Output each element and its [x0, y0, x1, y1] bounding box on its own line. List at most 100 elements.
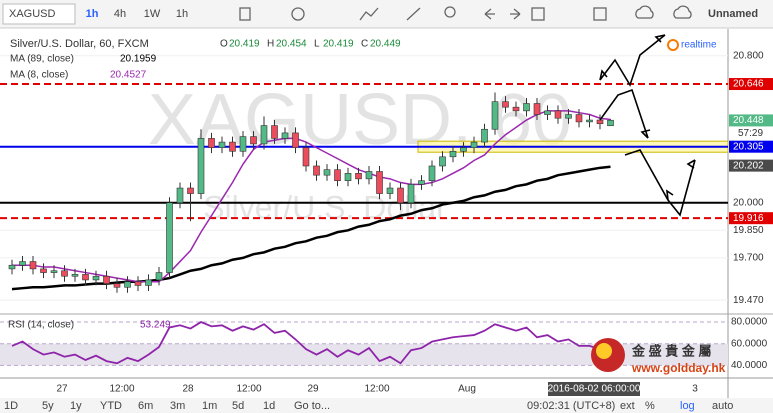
range-button[interactable]: 3m: [170, 400, 185, 412]
legend-ohlc-key: L: [314, 39, 320, 50]
x-tick-label: 12:00: [109, 384, 134, 395]
drawn-arrows: [599, 34, 696, 217]
range-button[interactable]: 5y: [42, 400, 54, 412]
candle-body: [397, 187, 404, 204]
y-tick-label: 20.000: [733, 197, 764, 208]
candle-body: [8, 264, 16, 270]
rsi-tick-label: 40.0000: [731, 360, 768, 371]
candle-body: [271, 125, 278, 139]
range-button[interactable]: 5d: [232, 400, 244, 412]
icon-line[interactable]: [406, 7, 421, 21]
level-label: 19.916: [733, 213, 764, 224]
candle-body: [302, 147, 310, 167]
x-tick-label: 28: [182, 384, 194, 395]
candle-body: [544, 110, 551, 115]
interval-button[interactable]: 1h: [176, 8, 188, 20]
logo-shine: [596, 343, 612, 359]
range-button[interactable]: Go to...: [294, 400, 330, 412]
icon-redo[interactable]: [510, 8, 521, 20]
level-label-box: [729, 140, 773, 153]
candle-body: [50, 270, 58, 273]
interval-button[interactable]: 1W: [144, 8, 161, 20]
realtime: realtime: [681, 40, 717, 51]
candle-body: [19, 261, 26, 266]
candle-body: [145, 279, 152, 286]
price-label-box: [729, 114, 773, 127]
price-label: 20.448: [733, 115, 764, 126]
candle-body: [239, 136, 247, 152]
option-button[interactable]: %: [645, 400, 655, 412]
candle-body: [134, 281, 142, 286]
candle-body: [596, 119, 604, 125]
icon-layout[interactable]: [593, 7, 607, 21]
rsi-tick-label: 60.0000: [731, 338, 768, 349]
candle-body: [229, 141, 236, 152]
icon-undo[interactable]: [484, 8, 495, 20]
candle-body: [512, 106, 520, 112]
candle-body: [481, 128, 488, 143]
x-tick-label: 3: [692, 384, 698, 395]
symbol-box[interactable]: [2, 3, 76, 25]
toolbar-icons: [239, 5, 692, 21]
range-button[interactable]: 1D: [4, 400, 18, 412]
logo: 金 盛 貴 金 屬 www.goldday.hk: [591, 338, 726, 375]
interval-button[interactable]: 4h: [114, 8, 126, 20]
icon-idea[interactable]: [444, 6, 456, 18]
interval-button[interactable]: 1h: [86, 8, 99, 20]
range-button[interactable]: 1m: [202, 400, 217, 412]
candle-body: [250, 136, 257, 145]
option-button[interactable]: log: [680, 400, 695, 412]
legend-ohlc-value: 20.449: [370, 39, 401, 50]
candle-body: [218, 141, 226, 148]
icon-save[interactable]: [635, 5, 654, 19]
layout-name[interactable]: Unnamed: [708, 8, 758, 20]
candle-body: [103, 275, 110, 284]
clock: 09:02:31 (UTC+8): [527, 400, 615, 412]
rsi-tick-label: 80.0000: [731, 317, 768, 328]
range-button[interactable]: 6m: [138, 400, 153, 412]
icon-settings[interactable]: [291, 7, 305, 21]
candle-body: [407, 184, 415, 204]
icon-fullscreen[interactable]: [531, 7, 545, 21]
price-label: 20.202: [733, 160, 764, 171]
rsi-line: [11, 321, 611, 365]
candle-body: [82, 274, 89, 281]
rsi-legend-value: 53.249: [140, 320, 171, 331]
legend-ohlc-value: 20.419: [323, 39, 354, 50]
range-button[interactable]: YTD: [100, 400, 122, 412]
legend-value: 20.1959: [120, 54, 157, 65]
candle-body: [575, 114, 583, 123]
level-label-box: [729, 78, 773, 91]
candle-body: [113, 283, 121, 288]
range-button[interactable]: 1d: [263, 400, 275, 412]
candle-body: [565, 114, 572, 119]
x-tick-label: 12:00: [236, 384, 261, 395]
candle-body: [386, 187, 394, 194]
candle-body: [523, 103, 530, 112]
symbol[interactable]: XAGUSD: [9, 8, 56, 20]
moving-average-line: [11, 165, 611, 291]
candle-body: [323, 169, 331, 176]
candle-body: [29, 261, 37, 270]
candle-body: [533, 103, 541, 115]
candle-body: [586, 119, 593, 123]
realtime-icon: [667, 39, 679, 51]
option-button[interactable]: auto: [712, 400, 733, 412]
candle-body: [61, 270, 68, 277]
option-button[interactable]: ext: [620, 400, 635, 412]
arrow-path-up: [599, 34, 666, 87]
arrow-heads: [599, 34, 696, 201]
countdown: 57:29: [738, 128, 763, 139]
candle-body: [71, 274, 79, 277]
y-tick-label: 19.700: [733, 253, 764, 264]
x-tick-label: 29: [307, 384, 319, 395]
toolbar: [0, 0, 773, 28]
range-button[interactable]: 1y: [70, 400, 82, 412]
candle-body: [491, 101, 499, 130]
icon-indicators[interactable]: [359, 7, 379, 21]
candle-body: [313, 165, 320, 176]
icon-load[interactable]: [673, 5, 692, 19]
candle-body: [176, 187, 184, 204]
level-label: 20.305: [733, 141, 764, 152]
icon-candles[interactable]: [239, 7, 251, 21]
